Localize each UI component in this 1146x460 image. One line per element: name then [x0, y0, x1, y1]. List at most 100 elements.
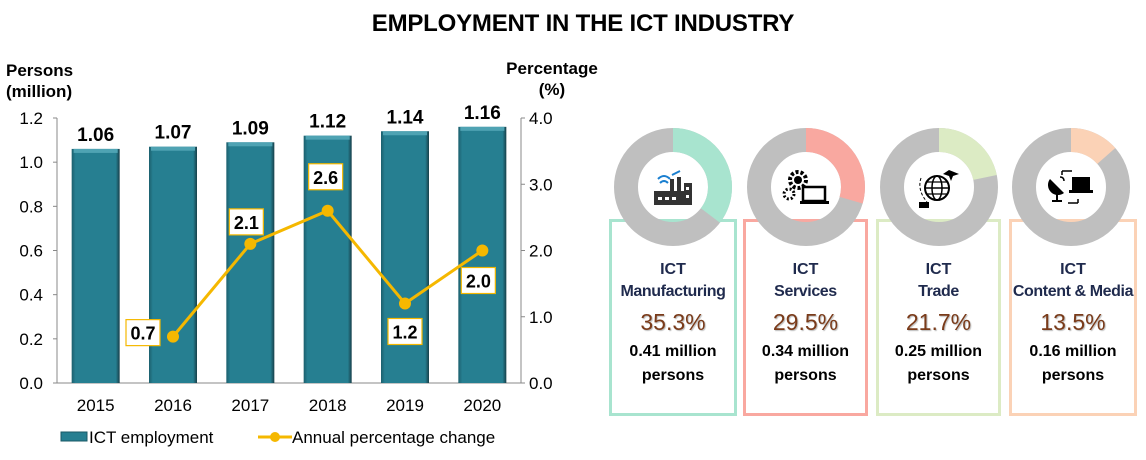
sector-percent: 29.5%: [772, 309, 839, 335]
factory-icon: [643, 157, 703, 217]
x-tick-label: 2016: [154, 396, 192, 415]
bar-data-label: 1.16: [464, 103, 501, 124]
sector-name: ICT Manufacturing: [612, 259, 734, 303]
bar-top-highlight: [151, 146, 195, 151]
legend-bar-label: ICT employment: [89, 428, 214, 447]
sector-persons: 0.16 million persons: [1012, 340, 1134, 388]
sector-persons-value: 0.34 million: [761, 343, 850, 360]
left-tick-label: 0.0: [19, 374, 43, 393]
bar-top-highlight: [383, 131, 427, 136]
line-data-label: 2.6: [313, 168, 338, 188]
donut-share-segment: [747, 128, 865, 246]
donut-chart: [747, 128, 865, 246]
donut-share-segment: [880, 128, 998, 246]
sector-card: ICT Services 29.5% 0.34 million persons: [743, 219, 868, 416]
left-tick-label: 0.6: [19, 242, 43, 261]
right-tick-label: 2.0: [529, 242, 553, 261]
donut-share-segment: [614, 128, 732, 246]
sector-percent: 21.7%: [905, 309, 972, 335]
sector-persons-unit: persons: [907, 367, 970, 384]
sector-percent: 13.5%: [1040, 309, 1106, 335]
x-tick-label: 2015: [77, 396, 115, 415]
sector-persons: 0.34 million persons: [746, 340, 865, 388]
globe-trade-icon: [909, 157, 969, 217]
legend-line-label: Annual percentage change: [292, 428, 495, 447]
line-marker: [476, 244, 489, 257]
right-tick-label: 3.0: [529, 175, 553, 194]
sector-percent: 35.3%: [640, 309, 706, 335]
sector-persons-unit: persons: [641, 367, 705, 384]
bar-top-highlight: [73, 148, 118, 153]
bar: [71, 148, 120, 383]
line-data-label: 0.7: [130, 324, 155, 344]
sector-name-line1: ICT: [1060, 261, 1086, 278]
bar-data-label: 1.07: [155, 123, 192, 144]
left-tick-label: 1.0: [19, 153, 43, 172]
line-data-label: 1.2: [392, 323, 417, 343]
sector-persons: 0.41 million persons: [612, 340, 734, 388]
line-data-label-box: [228, 208, 264, 236]
line-data-label-box: [308, 163, 344, 191]
sector-persons: 0.25 million persons: [879, 340, 998, 388]
right-tick-label: 1.0: [529, 308, 553, 327]
combo-chart: 0.0 0.2 0.4 0.6 0.8 1.0 1.2 0.0 1.0 2.0 3.0 4.0 Pers…: [6, 59, 598, 447]
gears-laptop-icon: [776, 157, 836, 217]
left-tick-label: 0.4: [19, 286, 43, 305]
sector-name-line1: ICT: [925, 261, 952, 278]
sector-name: ICT Content & Media: [1012, 259, 1134, 303]
bar-top-highlight: [305, 135, 350, 140]
sector-card: ICT Content & Media 13.5% 0.16 million perso…: [1009, 219, 1137, 416]
sector-name-line2: Content & Media: [1012, 283, 1134, 300]
line-marker: [244, 237, 257, 250]
sector-name-line2: Trade: [918, 283, 959, 300]
donut-share-segment: [1012, 128, 1130, 246]
sector-persons-unit: persons: [774, 367, 837, 384]
left-axis-title: Persons: [6, 61, 73, 80]
donut-chart: [614, 128, 732, 246]
x-tick-label: 2018: [309, 396, 347, 415]
right-tick-label: 0.0: [529, 374, 553, 393]
bar-data-label: 1.12: [309, 112, 346, 133]
sector-persons-value: 0.41 million: [629, 343, 717, 360]
left-axis-title: (million): [6, 82, 72, 101]
bar-data-label: 1.06: [77, 125, 114, 146]
left-tick-label: 1.2: [19, 109, 43, 128]
line-data-label: 2.0: [466, 272, 491, 292]
bar-top-highlight: [460, 126, 505, 131]
sector-persons-value: 0.25 million: [894, 343, 983, 360]
legend-line-marker: [270, 432, 280, 442]
line-data-label-box: [125, 319, 161, 347]
sector-persons-value: 0.16 million: [1029, 343, 1117, 360]
line-marker: [399, 297, 411, 310]
sector-name-line2: Services: [774, 283, 837, 300]
left-tick-label: 0.2: [19, 330, 43, 349]
sector-name-line1: ICT: [660, 261, 686, 278]
x-tick-label: 2017: [231, 396, 269, 415]
satellite-laptop-icon: [1041, 157, 1101, 217]
sector-card: ICT Trade 21.7% 0.25 million persons: [876, 219, 1001, 416]
bar: [381, 131, 429, 383]
left-tick-label: 0.8: [19, 197, 43, 216]
sector-name-line1: ICT: [792, 261, 819, 278]
right-axis-title: (%): [539, 80, 565, 99]
donut-chart: [880, 128, 998, 246]
line-data-label-box: [460, 266, 496, 295]
bar-data-label: 1.09: [232, 118, 269, 139]
donut-chart: [1012, 128, 1130, 246]
line-data-label: 2.1: [234, 213, 259, 233]
line-marker: [167, 330, 179, 343]
bar-top-highlight: [228, 142, 273, 147]
bar-data-label: 1.14: [387, 107, 424, 128]
right-axis-title: Percentage: [506, 59, 598, 78]
legend-bar-swatch: [60, 431, 88, 442]
sector-name: ICT Trade: [879, 259, 998, 303]
sector-name-line2: Manufacturing: [620, 283, 726, 300]
chart-title: EMPLOYMENT IN THE ICT INDUSTRY: [371, 10, 795, 37]
sector-persons-unit: persons: [1041, 367, 1105, 384]
sector-card: ICT Manufacturing 35.3% 0.41 million persons: [609, 219, 737, 416]
x-tick-label: 2019: [386, 396, 424, 415]
x-tick-label: 2020: [463, 396, 501, 415]
line-data-label-box: [387, 317, 423, 346]
bar: [149, 146, 197, 383]
line-marker: [321, 204, 334, 217]
